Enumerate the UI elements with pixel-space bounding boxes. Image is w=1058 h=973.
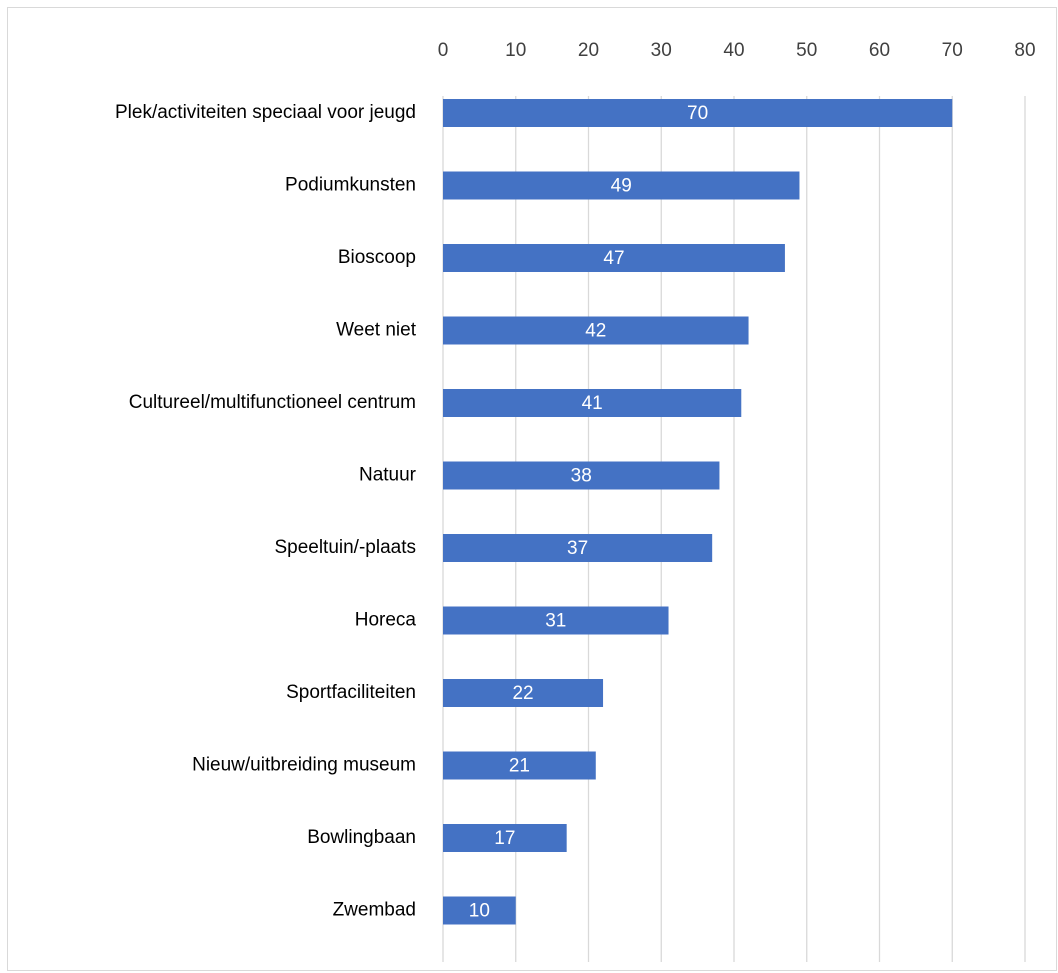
bar xyxy=(443,244,785,272)
bar xyxy=(443,824,567,852)
bar xyxy=(443,461,720,490)
x-axis-tick-labels: 0 10 20 30 40 50 60 70 80 xyxy=(438,40,1036,61)
data-labels: 70 49 47 42 41 38 37 31 22 21 17 10 xyxy=(469,103,708,922)
category-label: Zwembad xyxy=(333,900,416,921)
x-tick-label: 30 xyxy=(651,40,672,61)
x-tick-label: 50 xyxy=(796,40,817,61)
category-label: Sportfaciliteiten xyxy=(286,682,416,703)
category-label: Plek/activiteiten speciaal voor jeugd xyxy=(115,102,416,123)
data-label: 37 xyxy=(567,538,588,559)
data-label: 10 xyxy=(469,901,490,922)
bar xyxy=(443,896,516,925)
category-label: Weet niet xyxy=(336,320,417,341)
bar xyxy=(443,679,604,707)
data-label: 42 xyxy=(585,321,606,342)
data-label: 70 xyxy=(687,103,708,124)
data-label: 31 xyxy=(545,611,566,632)
x-tick-label: 10 xyxy=(505,40,526,61)
bar xyxy=(443,316,749,345)
category-label: Bioscoop xyxy=(338,247,416,268)
x-tick-label: 40 xyxy=(723,40,744,61)
bar xyxy=(443,389,742,417)
category-label: Speeltuin/-plaats xyxy=(274,537,416,558)
bar xyxy=(443,534,713,562)
category-labels: Plek/activiteiten speciaal voor jeugd Pod… xyxy=(115,102,417,921)
bars xyxy=(443,99,953,925)
data-label: 47 xyxy=(603,248,624,269)
data-label: 38 xyxy=(571,466,592,487)
data-label: 41 xyxy=(582,393,603,414)
data-label: 49 xyxy=(611,176,632,197)
category-label: Podiumkunsten xyxy=(285,175,416,196)
x-tick-label: 60 xyxy=(869,40,890,61)
bar xyxy=(443,606,669,635)
category-label: Natuur xyxy=(359,465,417,486)
category-label: Horeca xyxy=(355,610,417,631)
x-tick-label: 70 xyxy=(942,40,963,61)
data-label: 21 xyxy=(509,756,530,777)
x-tick-label: 0 xyxy=(438,40,449,61)
bar xyxy=(443,171,800,200)
x-tick-label: 80 xyxy=(1014,40,1035,61)
data-label: 22 xyxy=(512,683,533,704)
bar xyxy=(443,751,596,780)
bar xyxy=(443,99,953,127)
category-label: Cultureel/multifunctioneel centrum xyxy=(129,392,416,413)
x-tick-label: 20 xyxy=(578,40,599,61)
category-label: Nieuw/uitbreiding museum xyxy=(192,755,416,776)
gridlines xyxy=(442,96,1026,962)
data-label: 17 xyxy=(494,828,515,849)
category-label: Bowlingbaan xyxy=(307,827,416,848)
